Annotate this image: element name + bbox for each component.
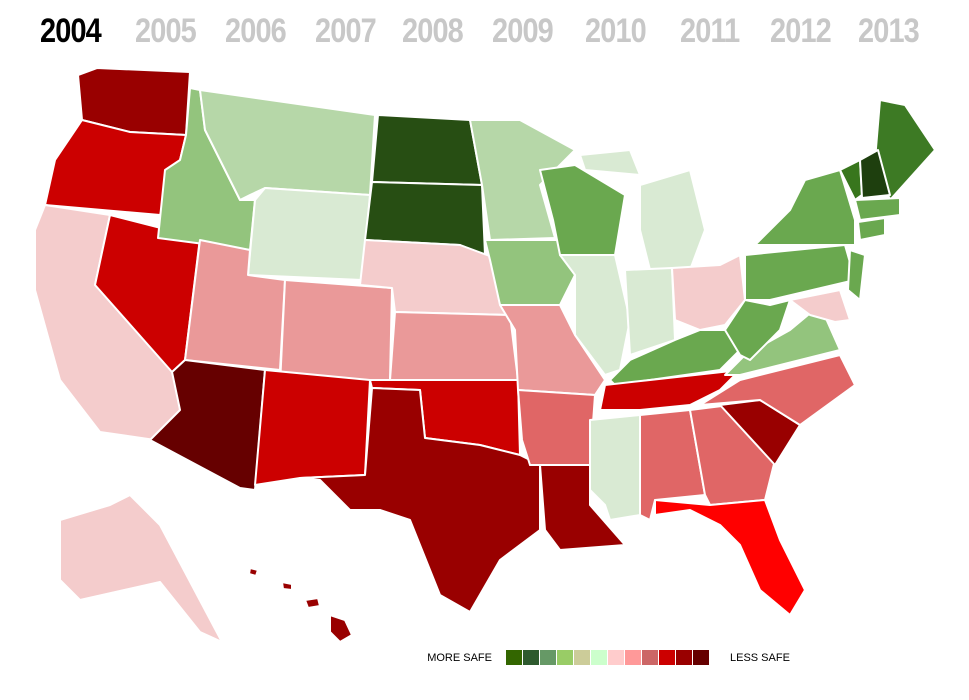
state <box>639 169 706 271</box>
state <box>847 249 866 301</box>
state <box>744 244 856 301</box>
year-tab[interactable]: 2010 <box>585 12 647 50</box>
state <box>589 414 641 521</box>
state <box>754 169 856 246</box>
state <box>248 567 259 577</box>
state <box>59 494 223 643</box>
legend-swatch <box>659 650 675 665</box>
legend-swatch <box>574 650 590 665</box>
legend-swatch <box>693 650 709 665</box>
state <box>281 581 293 591</box>
year-tab[interactable]: 2008 <box>402 12 464 50</box>
legend-swatch <box>625 650 641 665</box>
legend-swatch <box>506 650 522 665</box>
state <box>624 267 676 356</box>
state <box>654 499 806 616</box>
year-tab[interactable]: 2007 <box>315 12 377 50</box>
state <box>469 119 576 241</box>
state <box>517 389 596 466</box>
state <box>279 279 393 386</box>
state <box>699 354 856 426</box>
state <box>254 369 371 486</box>
state <box>371 114 483 186</box>
state <box>579 149 641 176</box>
state <box>874 99 936 201</box>
state <box>389 311 519 381</box>
state <box>304 597 321 609</box>
state <box>857 217 886 241</box>
state <box>671 254 746 331</box>
state <box>599 369 741 411</box>
state <box>789 289 851 323</box>
state <box>299 387 541 613</box>
legend-swatch <box>591 650 607 665</box>
year-tab[interactable]: 2005 <box>135 12 197 50</box>
legend-swatch <box>540 650 556 665</box>
state <box>199 89 376 201</box>
state <box>854 197 901 221</box>
legend-swatch <box>676 650 692 665</box>
year-tab[interactable]: 2011 <box>680 12 740 50</box>
legend-swatch <box>557 650 573 665</box>
year-tab[interactable]: 2012 <box>770 12 832 50</box>
year-tab[interactable]: 2004 <box>40 12 102 50</box>
state <box>559 254 631 376</box>
legend-label: MORE SAFE <box>427 652 492 664</box>
state <box>859 149 891 199</box>
year-tab[interactable]: 2013 <box>858 12 920 50</box>
year-tabs: 2004 2005 2006 2007 2008 2009 2010 2011 2012 2013 <box>40 12 940 62</box>
legend: MORE SAFE LESS SAFE <box>427 650 790 665</box>
state <box>499 304 606 396</box>
year-tab[interactable]: 2009 <box>492 12 554 50</box>
legend-swatch <box>523 650 539 665</box>
legend-swatch <box>642 650 658 665</box>
year-tab[interactable]: 2006 <box>225 12 287 50</box>
states <box>34 67 936 643</box>
state <box>329 614 353 643</box>
legend-label: LESS SAFE <box>730 652 790 664</box>
legend-swatch <box>608 650 624 665</box>
state <box>247 187 371 281</box>
